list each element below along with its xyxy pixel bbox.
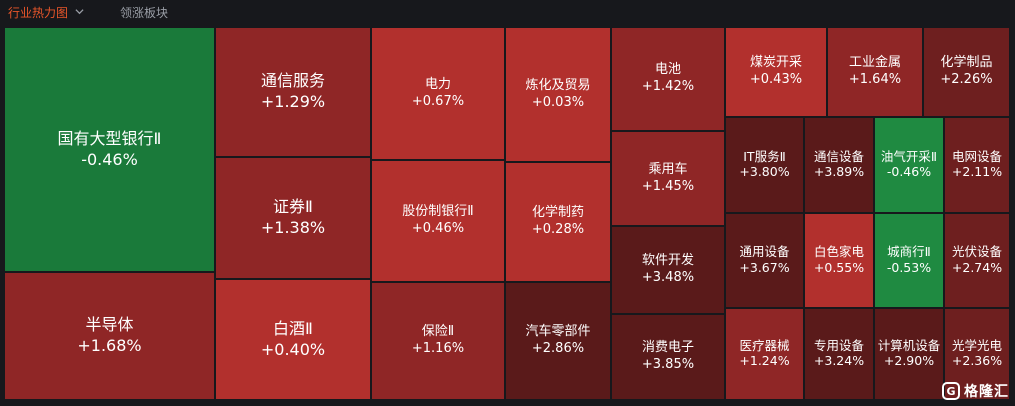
heatmap-tile[interactable]: 医疗器械 +1.24% — [725, 308, 804, 400]
tile-name: 乘用车 — [648, 161, 688, 177]
tile-change: +3.80% — [739, 164, 790, 180]
tile-name: 电池 — [654, 62, 681, 78]
tile-change: +1.38% — [260, 218, 326, 238]
tile-name: 医疗器械 — [739, 337, 790, 353]
heatmap-tile[interactable]: 电网设备 +2.11% — [944, 117, 1010, 213]
heatmap-tile[interactable]: 白酒Ⅱ +0.40% — [215, 279, 371, 400]
tile-name: 光伏设备 — [951, 244, 1002, 260]
tab-leading-sectors[interactable]: 领涨板块 — [120, 6, 169, 20]
tile-name: 消费电子 — [641, 340, 694, 356]
tile-name: 白色家电 — [813, 244, 864, 260]
heatmap-tile[interactable]: 乘用车 +1.45% — [611, 131, 725, 226]
tab-industry-heatmap[interactable]: 行业热力图 — [8, 6, 69, 20]
tile-change: +2.36% — [951, 353, 1003, 369]
heatmap-tile[interactable]: 化学制药 +0.28% — [505, 162, 611, 282]
heatmap-tile[interactable]: 计算机设备 +2.90% — [874, 308, 944, 400]
tile-change: +0.28% — [531, 222, 585, 238]
tile-change: +0.46% — [411, 221, 465, 237]
tile-name: 白酒Ⅱ — [273, 318, 313, 338]
tile-name: 工业金属 — [848, 55, 901, 71]
heatmap-tile[interactable]: 城商行Ⅱ -0.53% — [874, 213, 944, 308]
heatmap-tile[interactable]: 国有大型银行Ⅱ -0.46% — [4, 27, 215, 272]
tile-name: 油气开采Ⅱ — [880, 148, 938, 164]
tile-name: 证券Ⅱ — [273, 197, 313, 217]
tile-change: +1.64% — [848, 72, 902, 88]
tile-name: 计算机设备 — [877, 337, 941, 353]
tile-name: IT服务Ⅱ — [743, 148, 786, 164]
tile-change: +0.55% — [813, 259, 865, 275]
tile-change: -0.53% — [886, 259, 932, 275]
heatmap-tile[interactable]: 通用设备 +3.67% — [725, 213, 804, 308]
heatmap-tile[interactable]: 通信服务 +1.29% — [215, 27, 371, 157]
heatmap-tile[interactable]: 汽车零部件 +2.86% — [505, 282, 611, 400]
tile-name: 化学制药 — [531, 205, 584, 221]
tile-change: +2.74% — [951, 259, 1003, 275]
tile-name: 电网设备 — [951, 148, 1002, 164]
tile-change: +3.67% — [739, 259, 790, 275]
top-bar: 行业热力图 领涨板块 — [0, 0, 1015, 26]
tile-change: +1.68% — [77, 336, 142, 356]
gelonghui-logo-icon: G — [942, 382, 960, 400]
tile-change: +1.42% — [641, 79, 695, 95]
heatmap-tile[interactable]: 专用设备 +3.24% — [804, 308, 874, 400]
heatmap-tile[interactable]: 消费电子 +3.85% — [611, 314, 725, 400]
tile-change: +0.43% — [749, 72, 803, 88]
tile-change: +3.48% — [641, 270, 695, 286]
tile-name: 炼化及贸易 — [525, 77, 591, 93]
heatmap-tile[interactable]: 通信设备 +3.89% — [804, 117, 874, 213]
heatmap-tile[interactable]: 工业金属 +1.64% — [827, 27, 923, 117]
tile-name: 国有大型银行Ⅱ — [57, 128, 162, 148]
tile-name: 软件开发 — [641, 253, 694, 269]
tile-name: 通信设备 — [813, 148, 864, 164]
tile-name: 城商行Ⅱ — [887, 244, 931, 260]
heatmap-tile[interactable]: 电力 +0.67% — [371, 27, 505, 160]
heatmap-tile[interactable]: 电池 +1.42% — [611, 27, 725, 131]
tile-change: +0.03% — [531, 94, 585, 110]
heatmap-tile[interactable]: 软件开发 +3.48% — [611, 226, 725, 314]
tile-change: -0.46% — [886, 164, 932, 180]
tile-change: +3.85% — [641, 357, 695, 373]
tile-name: 股份制银行Ⅱ — [402, 204, 474, 220]
heatmap-tile[interactable]: 炼化及贸易 +0.03% — [505, 27, 611, 162]
tile-change: +3.89% — [813, 164, 865, 180]
tile-change: +0.67% — [411, 93, 465, 109]
tile-name: 光学光电 — [951, 337, 1002, 353]
tile-name: 汽车零部件 — [525, 324, 591, 340]
heatmap-tile[interactable]: 半导体 +1.68% — [4, 272, 215, 400]
tile-name: 电力 — [424, 76, 451, 92]
heatmap-tile[interactable]: 股份制银行Ⅱ +0.46% — [371, 160, 505, 282]
watermark-logo: G 格隆汇 — [942, 380, 1009, 402]
heatmap-tile[interactable]: 煤炭开采 +0.43% — [725, 27, 827, 117]
tile-change: +1.16% — [411, 341, 465, 357]
tile-change: +1.45% — [641, 178, 695, 194]
heatmap-tile[interactable]: 油气开采Ⅱ -0.46% — [874, 117, 944, 213]
tile-change: +2.90% — [883, 353, 935, 369]
tile-change: -0.46% — [81, 149, 138, 169]
heatmap-tile[interactable]: IT服务Ⅱ +3.80% — [725, 117, 804, 213]
heatmap-tile[interactable]: 证券Ⅱ +1.38% — [215, 157, 371, 279]
tile-name: 半导体 — [85, 315, 134, 335]
tile-name: 保险Ⅱ — [421, 324, 455, 340]
heatmap-tile[interactable]: 保险Ⅱ +1.16% — [371, 282, 505, 400]
heatmap-tile[interactable]: 化学制品 +2.26% — [923, 27, 1010, 117]
tile-change: +1.29% — [260, 92, 326, 112]
industry-heatmap: 国有大型银行Ⅱ -0.46% 半导体 +1.68% 通信服务 +1.29% 证券… — [4, 27, 1010, 400]
heatmap-tile[interactable]: 白色家电 +0.55% — [804, 213, 874, 308]
tile-name: 通信服务 — [260, 71, 325, 91]
tile-change: +3.24% — [813, 353, 865, 369]
tile-change: +0.40% — [260, 339, 326, 359]
watermark-text: 格隆汇 — [964, 384, 1009, 400]
tile-change: +2.86% — [531, 341, 585, 357]
heatmap-tile[interactable]: 光伏设备 +2.74% — [944, 213, 1010, 308]
tile-name: 煤炭开采 — [749, 55, 802, 71]
tile-change: +2.11% — [951, 164, 1003, 180]
chevron-down-icon[interactable] — [75, 7, 84, 16]
tile-change: +2.26% — [940, 72, 993, 88]
tile-change: +1.24% — [739, 353, 790, 369]
tile-name: 化学制品 — [940, 55, 993, 71]
tile-name: 专用设备 — [813, 337, 864, 353]
tile-name: 通用设备 — [739, 244, 790, 260]
